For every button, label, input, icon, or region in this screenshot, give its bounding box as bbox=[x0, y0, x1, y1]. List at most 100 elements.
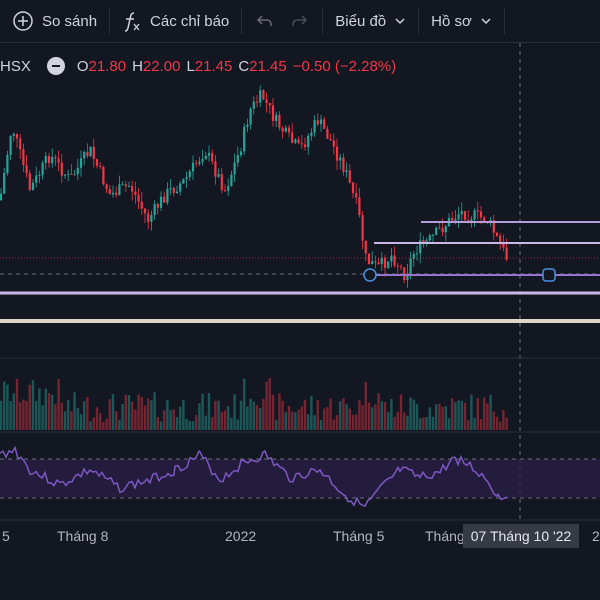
volume-bar bbox=[348, 408, 351, 430]
volume-bar bbox=[371, 407, 374, 430]
volume-bar bbox=[12, 393, 15, 430]
volume-bar bbox=[51, 394, 54, 430]
volume-bar bbox=[268, 378, 271, 430]
candle-body bbox=[265, 99, 268, 103]
candle-body bbox=[143, 208, 147, 214]
volume-bar bbox=[483, 397, 486, 430]
volume-bar bbox=[214, 400, 217, 430]
volume-bar bbox=[236, 419, 239, 430]
minus-circle-icon[interactable] bbox=[46, 57, 65, 75]
volume-bar bbox=[6, 384, 9, 430]
indicators-button[interactable]: Các chỉ báo bbox=[110, 0, 241, 42]
redo-button[interactable] bbox=[282, 0, 322, 42]
volume-bar bbox=[31, 380, 35, 430]
volume-bar bbox=[444, 406, 447, 430]
volume-bar bbox=[307, 414, 310, 430]
candle-body bbox=[166, 188, 169, 203]
open-label: O bbox=[76, 57, 89, 75]
candle-body bbox=[271, 105, 275, 122]
volume-bar bbox=[380, 401, 383, 430]
volume-bar bbox=[9, 400, 12, 430]
candle-body bbox=[28, 173, 31, 190]
volume-bar bbox=[92, 417, 95, 430]
candle-body bbox=[83, 152, 86, 159]
candle-body bbox=[323, 119, 326, 129]
compare-button[interactable]: So sánh bbox=[0, 0, 109, 42]
volume-bar bbox=[179, 406, 182, 430]
volume-bar bbox=[140, 397, 143, 430]
candle-body bbox=[431, 234, 435, 236]
candle-body bbox=[134, 191, 137, 195]
volume-bar bbox=[287, 406, 291, 430]
candle-body bbox=[335, 146, 339, 161]
candle-body bbox=[127, 185, 131, 187]
chart-type-button[interactable]: Biểu đồ bbox=[323, 0, 418, 42]
volume-bar bbox=[284, 412, 287, 430]
profile-button[interactable]: Hồ sơ bbox=[419, 0, 504, 42]
candle-body bbox=[393, 255, 396, 266]
candle-body bbox=[278, 114, 281, 128]
candle-body bbox=[236, 155, 239, 163]
candle-body bbox=[499, 235, 502, 244]
candle-body bbox=[419, 240, 422, 254]
candle-body bbox=[483, 217, 486, 223]
volume-bar bbox=[99, 413, 102, 430]
volume-bar bbox=[291, 411, 294, 430]
candle-body bbox=[329, 138, 332, 141]
volume-bar bbox=[86, 397, 89, 430]
volume-bar bbox=[403, 412, 406, 430]
volume-bar bbox=[351, 414, 355, 430]
volume-bar bbox=[339, 401, 342, 430]
volume-bar bbox=[47, 393, 51, 430]
candle-body bbox=[150, 215, 153, 222]
candle-body bbox=[355, 192, 358, 198]
volume-bar bbox=[105, 418, 108, 430]
candle-body bbox=[268, 102, 271, 106]
candle-body bbox=[105, 184, 108, 190]
candle-body bbox=[473, 210, 476, 220]
candle-body bbox=[198, 161, 201, 164]
candle-body bbox=[364, 240, 367, 254]
candle-body bbox=[412, 253, 415, 259]
volume-bar bbox=[156, 416, 159, 430]
candle-body bbox=[377, 262, 380, 264]
undo-icon bbox=[256, 12, 274, 30]
volume-bar bbox=[35, 400, 38, 430]
candle-body bbox=[246, 124, 249, 127]
volume-bar bbox=[473, 417, 476, 430]
volume-bar bbox=[22, 399, 25, 430]
volume-bar bbox=[495, 416, 499, 430]
volume-bar bbox=[147, 398, 150, 430]
candle-body bbox=[9, 135, 12, 156]
line-anchor-handle bbox=[542, 268, 556, 282]
candle-body bbox=[223, 190, 227, 192]
candle-body bbox=[307, 135, 310, 148]
candle-body bbox=[204, 155, 207, 160]
top-toolbar: So sánh Các chỉ báo Biểu đồ Hồ sơ bbox=[0, 0, 600, 43]
candle-body bbox=[505, 247, 508, 260]
candle-body bbox=[342, 157, 345, 172]
volume-bar bbox=[25, 401, 28, 430]
volume-bar bbox=[335, 415, 339, 430]
volume-bar bbox=[211, 417, 214, 430]
volume-bar bbox=[169, 410, 172, 430]
candle-body bbox=[67, 173, 70, 175]
exchange-label: HSX bbox=[0, 57, 31, 75]
price-chart[interactable] bbox=[0, 43, 600, 600]
volume-bar bbox=[297, 409, 300, 430]
candle-body bbox=[502, 243, 505, 248]
candle-body bbox=[172, 188, 175, 194]
candle-body bbox=[387, 261, 390, 268]
candle-body bbox=[115, 192, 118, 195]
volume-bar bbox=[102, 421, 105, 430]
candle-body bbox=[201, 159, 204, 162]
undo-button[interactable] bbox=[242, 0, 282, 42]
volume-bar bbox=[361, 405, 364, 430]
candle-body bbox=[63, 174, 67, 176]
volume-bar bbox=[313, 415, 316, 430]
candle-body bbox=[428, 235, 431, 241]
volume-bar bbox=[198, 403, 201, 430]
volume-bar bbox=[383, 402, 387, 430]
candle-body bbox=[57, 158, 60, 163]
candle-body bbox=[371, 261, 374, 265]
